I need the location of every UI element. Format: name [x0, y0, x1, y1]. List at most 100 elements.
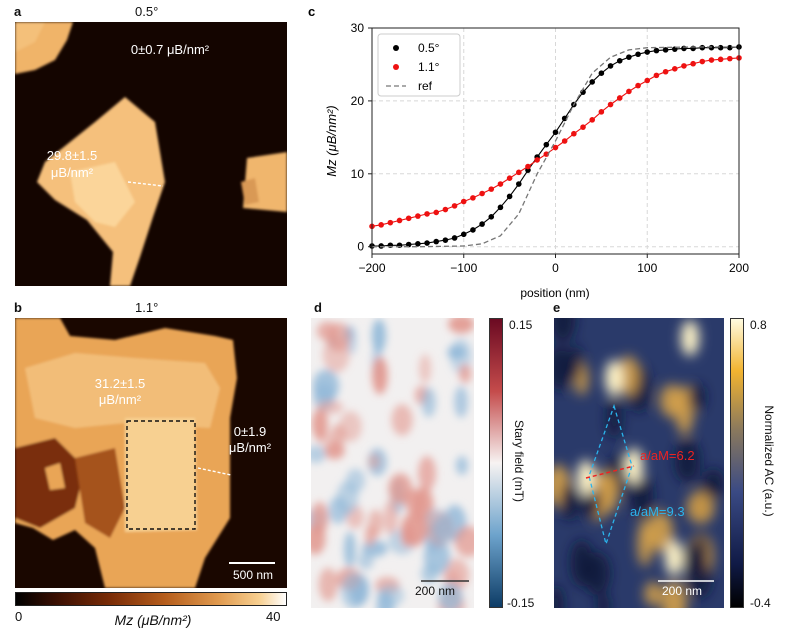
flake-unit-a: μB/nm²: [50, 165, 94, 180]
data-point: [561, 138, 568, 144]
legend-entry: ref: [418, 79, 433, 93]
data-point: [516, 169, 522, 176]
data-point: [635, 51, 641, 58]
series-line-ref: [372, 46, 739, 248]
y-tick-label: 30: [351, 21, 365, 35]
data-point: [598, 70, 605, 76]
colorbar-e-max: 0.8: [750, 318, 767, 332]
data-point: [525, 163, 531, 170]
data-point: [589, 79, 595, 85]
profile-line-b: [197, 467, 232, 476]
data-point: [607, 63, 614, 69]
data-point: [662, 47, 669, 53]
data-point: [552, 129, 559, 136]
data-point: [516, 181, 522, 187]
data-point: [424, 211, 430, 217]
x-axis-label: position (nm): [520, 286, 589, 300]
profile-chart: c −200 −100 0 100 200 0 10 20 30 position (nm) M…: [308, 4, 749, 300]
stray-field-map: 200 nm: [311, 318, 474, 608]
x-tick-label: 200: [729, 261, 749, 275]
colorbar-d-label: Stary field (mT): [512, 419, 526, 502]
data-point: [681, 45, 687, 52]
data-point: [497, 181, 504, 187]
background-value-b: 0±1.9: [233, 424, 267, 439]
data-point: [543, 141, 550, 148]
colorbar-mz-label: Mz (μB/nm²): [114, 612, 192, 628]
autocorrelation-map: a/aM=6.2 a/aM=9.3 200 nm: [554, 318, 724, 608]
data-point: [717, 44, 724, 51]
panel-a-title: 0.5°: [135, 4, 159, 19]
data-point: [405, 241, 412, 248]
data-point: [616, 95, 623, 101]
data-point: [506, 175, 513, 181]
data-point: [415, 240, 421, 247]
scalebar-label-d: 200 nm: [415, 584, 456, 598]
data-point: [451, 203, 458, 209]
magnetization-map-b: 31.2±1.5 μB/nm² 0±1.9 μB/nm² 500 nm: [15, 318, 287, 588]
x-tick-label: 0: [552, 261, 559, 275]
data-point: [727, 55, 733, 62]
legend-swatch: [393, 45, 399, 51]
lattice-diamond: [588, 403, 633, 547]
data-point: [506, 193, 513, 200]
x-tick-label: −100: [450, 261, 477, 275]
data-point: [635, 82, 641, 89]
data-point: [451, 235, 458, 241]
magnetization-map-a: 0±0.7 μB/nm² 29.8±1.5 μB/nm²: [15, 22, 287, 286]
colorbar-d-max: 0.15: [509, 318, 533, 332]
data-point: [433, 209, 440, 216]
data-point: [653, 72, 660, 79]
panel-b-label: b: [14, 300, 22, 315]
data-point: [717, 56, 724, 63]
ratio-label-blue: a/aM=9.3: [630, 504, 685, 519]
data-point: [607, 101, 614, 108]
data-point: [598, 109, 605, 115]
y-tick-label: 20: [351, 94, 365, 108]
data-point: [433, 238, 440, 245]
data-point: [534, 157, 540, 163]
colorbar-stray-field: [489, 318, 503, 608]
data-point: [442, 206, 449, 213]
data-point: [552, 144, 559, 151]
x-tick-label: 100: [637, 261, 657, 275]
data-point: [488, 214, 495, 220]
data-point: [479, 221, 485, 227]
data-point: [571, 130, 577, 137]
flake-value-a: 29.8±1.5: [46, 148, 98, 163]
data-point: [470, 227, 476, 233]
data-point: [442, 237, 449, 243]
colorbar-mz: [15, 592, 287, 606]
ratio-label-red: a/aM=6.2: [640, 448, 695, 463]
colorbar-mz-max: 40: [266, 609, 281, 624]
flake-value-b: 31.2±1.5: [94, 376, 146, 391]
data-point: [424, 240, 430, 246]
colorbar-e-label: Normalized AC (a.u.): [762, 405, 776, 517]
background-unit-b: μB/nm²: [228, 440, 272, 455]
data-point: [479, 190, 485, 197]
data-point: [699, 58, 706, 65]
panel-b-title: 1.1°: [135, 300, 159, 315]
colorbar-e-min: -0.4: [750, 596, 771, 610]
data-point: [671, 66, 678, 72]
y-tick-label: 10: [351, 167, 365, 181]
data-point: [580, 124, 586, 130]
data-point: [405, 215, 412, 222]
data-point: [580, 89, 586, 95]
data-point: [708, 57, 715, 63]
legend-entry: 0.5°: [418, 41, 440, 55]
colorbar-mz-min: 0: [15, 609, 23, 624]
scalebar-label-b: 500 nm: [232, 568, 274, 582]
data-point: [662, 68, 669, 75]
panel-d-label: d: [314, 300, 322, 315]
data-point: [460, 231, 467, 238]
data-point: [497, 204, 504, 211]
scalebar-label-e: 200 nm: [662, 584, 703, 598]
data-point: [681, 63, 687, 69]
data-point: [644, 49, 651, 55]
data-point: [727, 44, 733, 51]
legend-entry: 1.1°: [418, 60, 440, 74]
data-point: [378, 243, 384, 249]
data-point: [589, 117, 595, 123]
panel-a-label: a: [14, 4, 22, 19]
ratio-line-red: [585, 465, 635, 479]
